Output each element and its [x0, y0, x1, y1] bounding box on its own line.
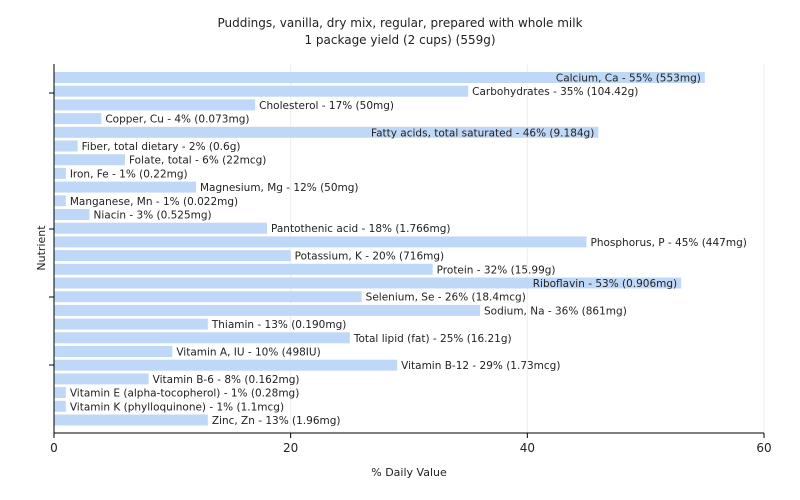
chart-subtitle: 1 package yield (2 cups) (559g) — [304, 33, 495, 47]
bar — [54, 99, 256, 111]
y-axis-label: Nutrient — [35, 225, 48, 271]
bar — [54, 346, 173, 357]
y-ticks — [49, 92, 54, 366]
bar-label: Manganese, Mn - 1% (0.022mg) — [70, 196, 238, 208]
bar — [54, 373, 149, 385]
axes — [53, 64, 764, 434]
bar — [54, 291, 362, 303]
bar — [54, 304, 480, 316]
bar — [54, 332, 350, 344]
bar — [54, 72, 705, 83]
bar-label: Vitamin K (phylloquinone) - 1% (1.1mcg) — [70, 401, 284, 413]
bar-label: Sodium, Na - 36% (861mg) — [484, 305, 627, 317]
plot-area — [54, 64, 764, 433]
bar — [54, 140, 78, 152]
bar — [54, 318, 208, 330]
bar-label: Protein - 32% (15.99g) — [437, 264, 556, 276]
bar-label: Phosphorus, P - 45% (447mg) — [591, 237, 747, 249]
bar — [54, 209, 90, 220]
x-ticks: 0 20 40 60 — [50, 433, 772, 455]
bar-labels: Calcium, Ca - 55% (553mg)Carbohydrates -… — [70, 73, 747, 428]
x-tick-label: 40 — [520, 441, 535, 455]
bar — [54, 400, 66, 412]
bar — [54, 359, 398, 371]
bar-label: Vitamin E (alpha-tocopherol) - 1% (0.28m… — [70, 388, 300, 400]
bar-label: Zinc, Zn - 13% (1.96mg) — [212, 415, 341, 427]
bar — [54, 222, 267, 234]
bar-label: Fatty acids, total saturated - 46% (9.18… — [371, 127, 594, 139]
bar-label: Copper, Cu - 4% (0.073mg) — [105, 114, 249, 126]
bar — [54, 167, 66, 179]
bar — [54, 126, 599, 138]
x-tick-label: 0 — [50, 441, 58, 455]
bar — [54, 250, 291, 262]
bar-label: Pantothenic acid - 18% (1.766mg) — [271, 223, 450, 235]
bar-label: Cholesterol - 17% (50mg) — [259, 100, 394, 112]
bar-label: Fiber, total dietary - 2% (0.6g) — [82, 141, 241, 153]
chart-title: Puddings, vanilla, dry mix, regular, pre… — [217, 16, 582, 30]
bar — [54, 181, 196, 193]
bars — [54, 72, 705, 426]
x-tick-label: 20 — [283, 441, 298, 455]
bar — [54, 113, 102, 125]
bar-label: Carbohydrates - 35% (104.42g) — [472, 86, 638, 98]
x-axis-label: % Daily Value — [371, 466, 447, 479]
bar — [54, 263, 433, 275]
bar-label: Folate, total - 6% (22mcg) — [129, 155, 266, 167]
bar-label: Vitamin B-6 - 8% (0.162mg) — [153, 374, 300, 386]
bar-label: Magnesium, Mg - 12% (50mg) — [200, 182, 359, 194]
bar-label: Riboflavin - 53% (0.906mg) — [533, 278, 677, 290]
bar-label: Niacin - 3% (0.525mg) — [94, 210, 212, 222]
bar-label: Potassium, K - 20% (716mg) — [295, 251, 445, 263]
bar — [54, 414, 208, 426]
bar-label: Vitamin A, IU - 10% (498IU) — [176, 347, 320, 359]
bar-label: Iron, Fe - 1% (0.22mg) — [70, 168, 188, 180]
bar — [54, 85, 469, 97]
bar — [54, 195, 66, 207]
bar-label: Selenium, Se - 26% (18.4mcg) — [366, 292, 526, 304]
bar — [54, 154, 125, 166]
bar — [54, 236, 587, 248]
bar-label: Thiamin - 13% (0.190mg) — [211, 319, 347, 331]
bar — [54, 387, 66, 399]
bar — [54, 277, 682, 289]
bar-label: Calcium, Ca - 55% (553mg) — [556, 73, 701, 85]
bar-label: Total lipid (fat) - 25% (16.21g) — [353, 333, 512, 345]
bar-label: Vitamin B-12 - 29% (1.73mcg) — [401, 360, 560, 372]
x-tick-label: 60 — [756, 441, 771, 455]
